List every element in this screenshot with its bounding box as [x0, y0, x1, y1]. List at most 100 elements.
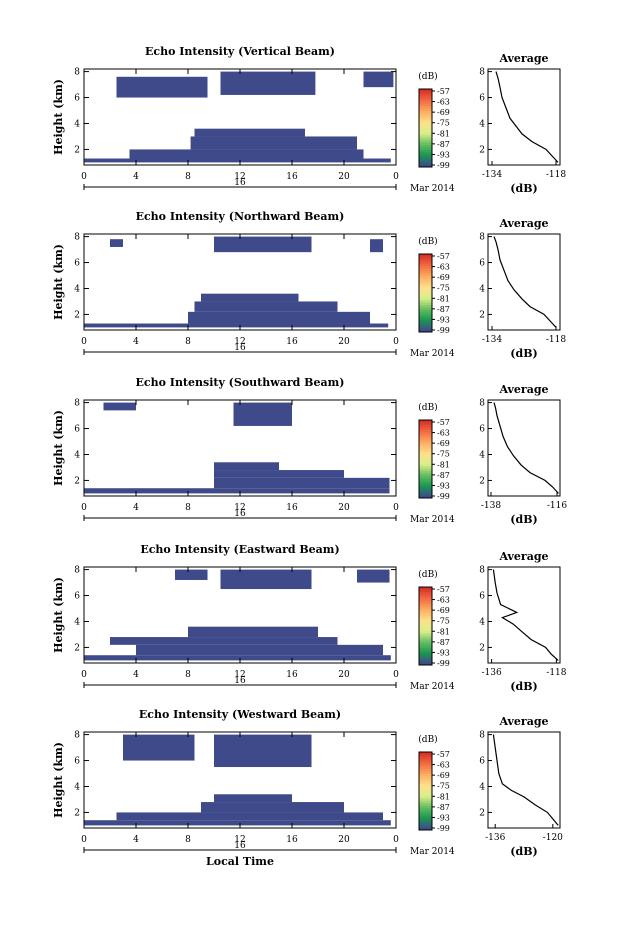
colorbar-swatch: [419, 759, 432, 763]
colorbar-tick-label: -93: [437, 481, 450, 490]
colorbar-swatch: [419, 476, 432, 479]
colorbar-swatch: [419, 471, 432, 475]
heatmap-cell: [175, 569, 208, 580]
average-x-tick-label: -118: [546, 170, 566, 180]
heatmap-cell: [201, 293, 299, 302]
heatmap-cell: [190, 136, 357, 150]
colorbar-swatch: [419, 793, 432, 797]
colorbar-swatch: [419, 152, 432, 156]
colorbar-swatch: [419, 132, 432, 136]
average-x-tick-label: -134: [482, 170, 502, 180]
heatmap-cell: [220, 569, 312, 590]
colorbar-swatch: [419, 485, 432, 489]
colorbar-swatch: [419, 293, 432, 296]
colorbar-swatch: [419, 786, 432, 790]
colorbar-swatch: [419, 454, 432, 458]
colorbar-tick-label: -99: [437, 492, 450, 501]
colorbar-swatch: [419, 446, 432, 450]
average-x-tick-label: -134: [482, 335, 502, 345]
x-tick-label: 20: [338, 503, 350, 513]
colorbar-swatch: [419, 324, 432, 328]
colorbar-swatch: [419, 91, 432, 95]
colorbar-swatch: [419, 459, 432, 462]
average-x-tick-label: -138: [481, 501, 501, 511]
colorbar-swatch: [419, 93, 432, 97]
colorbar-swatch: [419, 307, 432, 311]
y-tick-label: 2: [74, 476, 80, 486]
colorbar-swatch: [419, 106, 432, 109]
colorbar-tick-label: -75: [437, 782, 450, 791]
x-tick-label: 0: [81, 172, 87, 182]
colorbar-swatch: [419, 115, 432, 119]
colorbar-swatch: [419, 587, 432, 590]
colorbar-swatch: [419, 480, 432, 484]
average-x-label: (dB): [510, 845, 537, 858]
colorbar-swatch: [419, 329, 432, 333]
colorbar-swatch: [419, 149, 432, 153]
average-y-tick-label: 8: [479, 233, 485, 243]
colorbar-swatch: [419, 147, 432, 151]
colorbar-tick-label: -93: [437, 648, 450, 657]
colorbar-swatch: [419, 594, 432, 598]
y-tick-label: 8: [74, 399, 80, 409]
colorbar-swatch: [419, 591, 432, 595]
y-tick-label: 8: [74, 233, 80, 243]
colorbar-swatch: [419, 754, 432, 758]
colorbar-swatch: [419, 657, 432, 661]
colorbar-swatch: [419, 128, 432, 131]
colorbar-swatch: [419, 647, 432, 651]
x-tick-label: 12: [234, 670, 245, 680]
x-tick-label: 20: [338, 835, 350, 845]
colorbar-swatch: [419, 630, 432, 634]
average-x-label: (dB): [510, 513, 537, 526]
colorbar-swatch: [419, 795, 432, 799]
x-tick-label: 4: [133, 835, 139, 845]
heatmap-cell: [220, 71, 316, 95]
colorbar-swatch: [419, 317, 432, 321]
colorbar-swatch: [419, 441, 432, 445]
colorbar-tick-label: -81: [437, 129, 450, 138]
colorbar-frame: [418, 751, 433, 831]
average-y-tick-label: 4: [479, 617, 485, 627]
x-tick-label: 0: [393, 670, 399, 680]
colorbar-swatch: [419, 268, 432, 272]
colorbar-swatch: [419, 764, 432, 768]
heatmap-cell: [363, 71, 394, 88]
colorbar-swatch: [419, 645, 432, 649]
colorbar-swatch: [419, 449, 432, 453]
average-title: Average: [498, 383, 548, 396]
colorbar-swatch: [419, 164, 432, 168]
colorbar-swatch: [419, 154, 432, 158]
colorbar-tick-label: -87: [437, 140, 450, 149]
colorbar-swatch: [419, 120, 432, 124]
y-tick-label: 8: [74, 731, 80, 741]
average-frame: [487, 399, 561, 497]
heatmap-cell: [214, 477, 390, 489]
heatmap-cell: [233, 402, 292, 426]
colorbar-swatch: [419, 601, 432, 605]
colorbar-swatch: [419, 322, 432, 326]
colorbar-swatch: [419, 783, 432, 787]
panel-1: Echo Intensity (Northward Beam) 2 4 6 8 Heigh…: [52, 210, 566, 360]
colorbar-tick-label: -75: [437, 450, 450, 459]
average-x-tick-label: -136: [485, 833, 505, 843]
colorbar-tick-label: -63: [437, 429, 450, 438]
colorbar-swatch: [419, 788, 432, 792]
colorbar-swatch: [419, 275, 432, 279]
colorbar-swatch: [419, 810, 432, 814]
colorbar-swatch: [419, 145, 432, 148]
x-tick-label: 0: [393, 172, 399, 182]
colorbar-swatch: [419, 589, 432, 593]
average-y-tick-label: 8: [479, 399, 485, 409]
colorbar-swatch: [419, 596, 432, 600]
y-tick-label: 6: [74, 592, 80, 602]
colorbar-swatch: [419, 159, 432, 163]
colorbar-swatch: [419, 108, 432, 112]
average-x-label: (dB): [510, 182, 537, 195]
month-year-label: Mar 2014: [410, 847, 455, 857]
colorbar-swatch: [419, 771, 432, 775]
colorbar-swatch: [419, 424, 432, 428]
colorbar-swatch: [419, 812, 432, 816]
average-y-tick-label: 2: [479, 145, 485, 155]
average-y-tick-label: 4: [479, 119, 485, 129]
